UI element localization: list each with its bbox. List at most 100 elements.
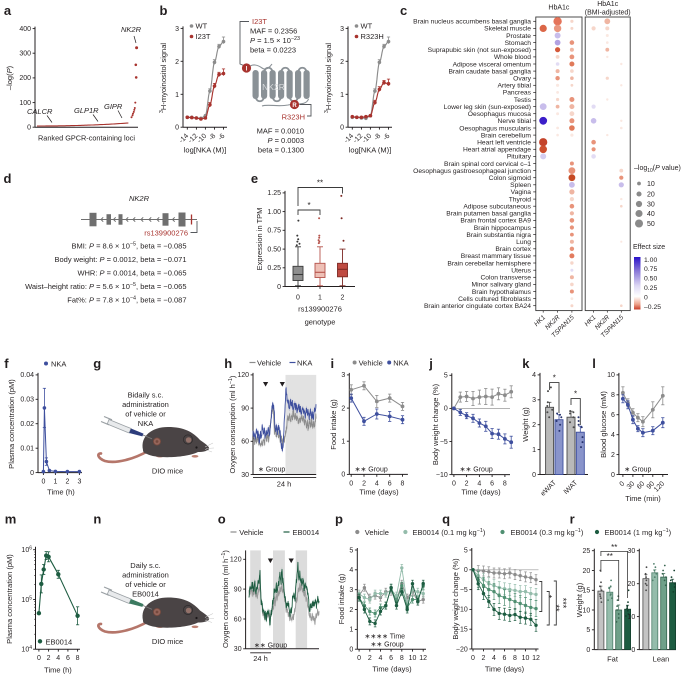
svg-text:1: 1	[175, 92, 179, 99]
svg-text:q: q	[442, 512, 450, 527]
svg-text:Lean: Lean	[653, 655, 670, 664]
svg-text:0: 0	[586, 647, 590, 654]
svg-text:Time (h): Time (h)	[44, 666, 72, 675]
svg-text:Time (days): Time (days)	[461, 488, 501, 497]
svg-text:2: 2	[340, 59, 344, 66]
svg-text:4: 4	[532, 372, 536, 379]
svg-text:1: 1	[349, 627, 353, 634]
svg-text:Time (days): Time (days)	[372, 665, 412, 674]
svg-text:*: *	[574, 390, 577, 399]
svg-text:Waist–height ratio: P = 5.6 ×: Waist–height ratio: P = 5.6 × 10−5, beta…	[25, 282, 186, 291]
svg-text:Blood glucose (mM): Blood glucose (mM)	[599, 391, 608, 458]
svg-text:∗∗ Group: ∗∗ Group	[254, 643, 287, 650]
svg-text:0: 0	[277, 284, 281, 291]
svg-text:**: **	[611, 543, 617, 552]
svg-text:6: 6	[388, 480, 392, 487]
svg-text:1.25: 1.25	[267, 190, 281, 197]
svg-text:12: 12	[419, 655, 427, 662]
svg-text:0: 0	[471, 655, 475, 662]
svg-text:Vehicle: Vehicle	[239, 528, 263, 537]
svg-text:Lower leg skin (sun-exposed): Lower leg skin (sun-exposed)	[444, 104, 531, 111]
svg-text:–0.25: –0.25	[644, 304, 661, 311]
svg-text:Suprapubic skin (not sun-expos: Suprapubic skin (not sun-exposed)	[428, 47, 531, 54]
svg-text:o: o	[218, 512, 226, 527]
svg-text:Time (days): Time (days)	[359, 488, 399, 497]
svg-text:Brain cortex: Brain cortex	[495, 246, 531, 253]
svg-text:HbA1c: HbA1c	[548, 5, 570, 12]
svg-text:EB0014 (0.3 mg kg−1): EB0014 (0.3 mg kg−1)	[511, 528, 584, 537]
svg-text:2: 2	[532, 422, 536, 429]
svg-text:20: 20	[628, 581, 636, 588]
svg-text:10: 10	[607, 372, 615, 379]
svg-text:I: I	[246, 67, 248, 73]
svg-text:−5: −5	[440, 439, 448, 446]
svg-text:60: 60	[234, 616, 242, 623]
svg-text:2: 2	[175, 59, 179, 66]
svg-text:1.00: 1.00	[267, 209, 281, 216]
svg-text:NK2R: NK2R	[129, 194, 150, 203]
svg-text:**: **	[607, 552, 613, 561]
svg-text:GLP1R: GLP1R	[74, 106, 99, 115]
svg-text:of vehicle or: of vehicle or	[125, 410, 166, 419]
svg-text:Thyroid: Thyroid	[509, 196, 532, 203]
svg-text:3: 3	[77, 479, 81, 486]
svg-text:0: 0	[452, 481, 456, 488]
svg-text:Brain putamen basal ganglia: Brain putamen basal ganglia	[446, 211, 531, 218]
svg-text:300: 300	[19, 51, 31, 58]
svg-text:6: 6	[503, 655, 507, 662]
svg-text:Adipose visceral omentum: Adipose visceral omentum	[453, 61, 532, 68]
svg-text:200: 200	[19, 75, 31, 82]
svg-text:r: r	[570, 512, 575, 527]
svg-text:EB0014: EB0014	[132, 590, 159, 599]
svg-text:WT: WT	[361, 22, 373, 31]
svg-text:R323H: R323H	[282, 113, 305, 122]
svg-text:5: 5	[349, 547, 353, 554]
svg-text:Cells cultured fibroblasts: Cells cultured fibroblasts	[458, 296, 532, 303]
svg-text:12: 12	[532, 655, 540, 662]
svg-text:Plasma concentration (pM): Plasma concentration (pM)	[7, 379, 16, 469]
svg-text:10: 10	[522, 655, 530, 662]
svg-text:400: 400	[19, 26, 31, 33]
svg-text:30: 30	[628, 548, 636, 555]
svg-text:f: f	[4, 356, 9, 371]
svg-text:Heart left ventricle: Heart left ventricle	[477, 139, 531, 146]
svg-text:0: 0	[631, 647, 635, 654]
svg-text:10: 10	[583, 607, 591, 614]
svg-text:NKA: NKA	[51, 360, 66, 369]
svg-text:15: 15	[583, 588, 591, 595]
svg-text:WT: WT	[196, 22, 208, 31]
svg-text:1.00: 1.00	[644, 257, 657, 264]
svg-text:Whole blood: Whole blood	[494, 54, 531, 61]
svg-text:2: 2	[65, 479, 69, 486]
svg-text:EB0014 (0.1 mg kg−1): EB0014 (0.1 mg kg−1)	[413, 528, 486, 537]
svg-text:0: 0	[619, 480, 627, 488]
svg-text:∗∗ Group: ∗∗ Group	[460, 467, 493, 474]
svg-text:5: 5	[444, 373, 448, 380]
svg-text:Brain hypothalamus: Brain hypothalamus	[472, 289, 532, 296]
svg-text:3: 3	[532, 397, 536, 404]
svg-text:**: **	[551, 604, 561, 612]
svg-text:Artery tibial: Artery tibial	[498, 83, 532, 90]
svg-text:2: 2	[482, 655, 486, 662]
svg-text:3: 3	[349, 587, 353, 594]
svg-text:HbA1c: HbA1c	[597, 1, 619, 8]
svg-text:Skeletal muscle: Skeletal muscle	[484, 26, 531, 33]
svg-text:EB0014 (1 mg kg−1): EB0014 (1 mg kg−1)	[605, 528, 672, 537]
svg-text:0.02: 0.02	[20, 421, 34, 428]
svg-text:Plasma concentration (pM): Plasma concentration (pM)	[5, 554, 14, 644]
svg-text:0: 0	[349, 647, 353, 654]
svg-text:m: m	[5, 512, 17, 527]
svg-text:2: 2	[349, 607, 353, 614]
svg-text:administration: administration	[122, 571, 169, 580]
svg-text:e: e	[251, 171, 258, 186]
svg-text:P = 0.0003: P = 0.0003	[267, 136, 304, 145]
svg-text:4: 4	[379, 655, 383, 662]
svg-text:6: 6	[611, 412, 615, 419]
svg-text:10: 10	[409, 655, 417, 662]
svg-text:P = 1.5 × 10−23: P = 1.5 × 10−23	[250, 36, 300, 45]
svg-text:*: *	[543, 595, 553, 599]
svg-text:Vehicle: Vehicle	[257, 359, 281, 368]
svg-text:1: 1	[318, 295, 322, 302]
svg-text:Expression in TPM: Expression in TPM	[255, 208, 264, 271]
svg-text:I23T: I23T	[196, 32, 211, 41]
